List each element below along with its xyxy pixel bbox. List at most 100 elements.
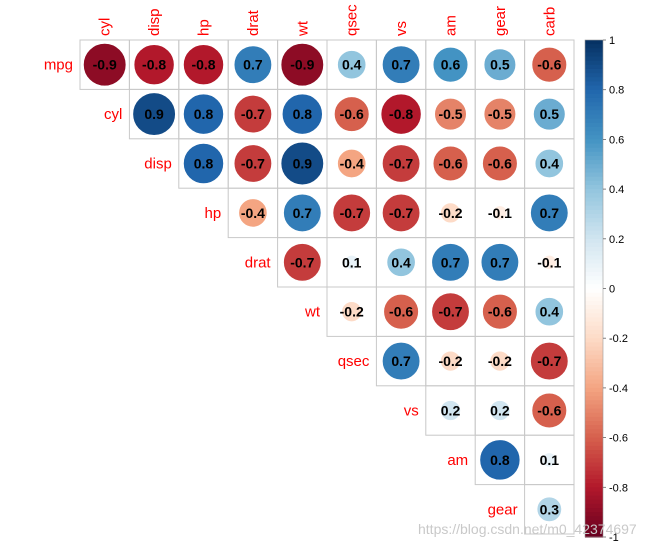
corr-value-label: 0.4 bbox=[342, 57, 362, 73]
corr-circle bbox=[532, 97, 566, 131]
colorbar-tick-label: 0.4 bbox=[609, 184, 624, 196]
corr-circle bbox=[480, 243, 520, 282]
corr-circle bbox=[132, 92, 176, 136]
corr-value-label: -0.2 bbox=[438, 353, 462, 369]
corr-circle bbox=[381, 341, 421, 381]
row-label: drat bbox=[245, 254, 272, 271]
corr-value-label: 0.8 bbox=[194, 156, 214, 172]
corr-value-label: -0.7 bbox=[290, 254, 314, 270]
corr-value-label: -0.1 bbox=[488, 205, 512, 221]
corr-circle bbox=[440, 400, 461, 421]
corr-value-label: 0.8 bbox=[490, 452, 510, 468]
row-label: am bbox=[447, 452, 468, 469]
corr-value-label: 0.2 bbox=[441, 403, 461, 419]
corr-circle bbox=[182, 93, 225, 135]
corr-value-label: 0.8 bbox=[293, 106, 313, 122]
corr-value-label: -0.7 bbox=[389, 156, 413, 172]
column-label: qsec bbox=[344, 4, 361, 36]
column-label: disp bbox=[146, 8, 163, 36]
corr-circle bbox=[536, 496, 563, 523]
column-label: drat bbox=[245, 9, 262, 36]
corr-value-label: 0.4 bbox=[391, 254, 411, 270]
corr-value-label: 0.5 bbox=[540, 106, 560, 122]
corr-value-label: 0.7 bbox=[293, 205, 313, 221]
corr-circle bbox=[434, 97, 467, 131]
corr-value-label: 0.7 bbox=[490, 254, 510, 270]
corr-circle bbox=[482, 293, 518, 330]
corr-value-label: 0.7 bbox=[441, 254, 461, 270]
colorbar-tick-label: 0.6 bbox=[609, 134, 624, 146]
corr-circle bbox=[386, 247, 416, 277]
corr-circle bbox=[281, 93, 323, 135]
corr-value-label: -0.6 bbox=[537, 403, 561, 419]
corr-value-label: 0.1 bbox=[342, 254, 362, 270]
corr-value-label: 0.5 bbox=[490, 57, 510, 73]
column-labels: cyl disp hp drat wt qsec vs am gear carb bbox=[97, 4, 559, 37]
corr-value-label: -0.2 bbox=[340, 304, 364, 320]
grid bbox=[79, 39, 575, 535]
corr-circle bbox=[534, 148, 564, 179]
colorbar-tick-label: 1 bbox=[609, 35, 615, 47]
watermark: https://blog.csdn.net/m0_42374697 bbox=[418, 521, 637, 537]
corr-circle bbox=[483, 97, 517, 131]
column-label: vs bbox=[393, 21, 410, 36]
column-label: wt bbox=[294, 20, 311, 37]
corr-circle bbox=[383, 293, 419, 330]
colorbar-tick-label: 0.2 bbox=[609, 234, 624, 246]
corr-value-label: 0.9 bbox=[144, 106, 164, 122]
corr-circle bbox=[530, 193, 569, 233]
corr-value-label: -0.9 bbox=[93, 57, 117, 73]
corr-circle bbox=[479, 439, 521, 481]
row-label: cyl bbox=[104, 106, 122, 123]
corr-value-label: 0.4 bbox=[540, 156, 560, 172]
corr-circle bbox=[432, 46, 469, 83]
corr-value-label: -0.5 bbox=[438, 106, 462, 122]
corr-circle bbox=[489, 350, 511, 372]
corr-value-label: -0.7 bbox=[389, 205, 413, 221]
corr-circle bbox=[82, 42, 127, 87]
corr-circle bbox=[541, 452, 557, 468]
corr-value-label: -0.6 bbox=[340, 106, 364, 122]
corr-value-label: 0.2 bbox=[490, 403, 510, 419]
corr-value-label: 0.3 bbox=[540, 501, 560, 517]
corr-circle bbox=[489, 400, 511, 421]
corr-circle bbox=[431, 243, 470, 282]
corr-circle bbox=[341, 301, 363, 323]
colorbar-tick-label: -1 bbox=[609, 532, 619, 544]
corr-circle bbox=[182, 142, 225, 185]
corr-circle bbox=[344, 254, 360, 270]
corr-value-label: 0.7 bbox=[540, 205, 560, 221]
colorbar: 1 0.8 0.6 0.4 0.2 0 -0.2 -0.4 -0.6 -0.8 -1 bbox=[584, 35, 628, 544]
corr-value-label: -0.4 bbox=[340, 156, 364, 172]
corr-circle bbox=[381, 144, 421, 183]
corr-circle bbox=[534, 297, 564, 327]
colorbar-tick-label: 0 bbox=[609, 284, 615, 296]
corr-circle bbox=[233, 94, 273, 134]
corr-circle bbox=[531, 46, 568, 83]
corr-value-label: -0.7 bbox=[438, 304, 462, 320]
colorbar-tick-label: -0.6 bbox=[609, 433, 628, 445]
corr-circle bbox=[530, 341, 569, 381]
column-label: am bbox=[443, 15, 460, 36]
row-label: mpg bbox=[44, 57, 73, 74]
corr-circle bbox=[283, 193, 322, 233]
corr-value-label: 0.7 bbox=[243, 57, 263, 73]
corr-value-label: -0.7 bbox=[241, 106, 265, 122]
corr-value-label: -0.2 bbox=[438, 205, 462, 221]
corr-circle bbox=[233, 144, 273, 183]
colorbar-tick-label: -0.8 bbox=[609, 482, 628, 494]
corr-value-label: 0.7 bbox=[391, 353, 411, 369]
corr-value-label: -0.6 bbox=[537, 57, 561, 73]
corr-circle bbox=[337, 50, 367, 80]
colorbar-tick-label: -0.4 bbox=[609, 383, 628, 395]
corr-value-label: -0.6 bbox=[389, 304, 413, 320]
colorbar-tick-label: -0.2 bbox=[609, 333, 628, 345]
corr-circle bbox=[492, 205, 508, 221]
corr-circle bbox=[531, 392, 568, 429]
corr-circle bbox=[283, 243, 322, 282]
column-label: cyl bbox=[97, 18, 114, 36]
corr-circle bbox=[280, 42, 325, 87]
corr-value-label: -0.6 bbox=[488, 156, 512, 172]
corr-value-label: -0.7 bbox=[241, 156, 265, 172]
